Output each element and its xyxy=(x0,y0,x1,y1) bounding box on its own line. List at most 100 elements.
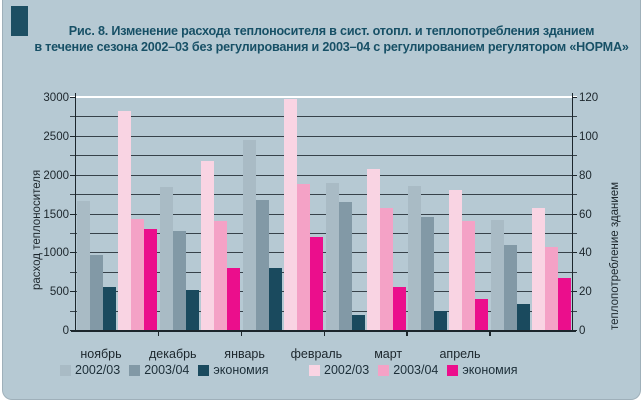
left-axis-tick-label: 500 xyxy=(49,286,69,299)
gridline xyxy=(70,174,577,176)
gridline xyxy=(70,310,577,312)
legend-swatch xyxy=(309,364,320,376)
left-axis-tick xyxy=(70,97,75,98)
left-axis-tick-label: 1500 xyxy=(43,208,69,221)
left-axis-tick xyxy=(70,213,75,215)
x-label-апрель: апрель xyxy=(439,347,481,361)
legend-label: 2002/03 xyxy=(75,363,121,377)
left-axis-title: расход теплоносителя xyxy=(31,169,43,290)
bar-2002/03-ноябрь xyxy=(77,201,90,330)
bar-2003/04-апрель xyxy=(545,246,559,330)
x-label-март: март xyxy=(374,347,403,361)
x-axis-tick xyxy=(406,330,408,336)
bar-2003/04-февраль xyxy=(379,207,393,330)
bar-2002/03-февраль xyxy=(325,183,339,330)
bar-2002/03-декабрь xyxy=(200,161,214,330)
bar-2003/04-январь xyxy=(255,199,269,330)
gridline xyxy=(70,291,577,293)
bar-2002/03-апрель xyxy=(532,207,546,330)
gridline xyxy=(70,271,577,273)
right-axis-line xyxy=(572,93,573,330)
legend-label: 2003/04 xyxy=(144,363,190,377)
figure-title-line1: Рис. 8. Изменение расхода теплоносителя … xyxy=(68,24,595,38)
bar-chart-plot: ноябрь декабрь январь февраль март апрель 0 500… xyxy=(3,0,643,404)
legend-swatch xyxy=(198,364,210,376)
bar-экономия-ноябрь xyxy=(103,286,116,330)
legend-left: 2002/03 2003/04 экономия xyxy=(60,363,269,377)
bar-экономия-февраль xyxy=(351,315,365,330)
x-axis-tick xyxy=(489,330,491,336)
left-axis-tick xyxy=(70,330,75,331)
gridline xyxy=(70,116,577,118)
bar-2002/03-апрель xyxy=(491,219,505,330)
right-axis-tick-label: 100 xyxy=(579,130,599,143)
left-axis-tick xyxy=(70,252,75,254)
bar-экономия-декабрь xyxy=(226,267,240,330)
right-axis-tick-label: 0 xyxy=(579,325,586,337)
figure-title: Рис. 8. Изменение расхода теплоносителя … xyxy=(33,24,630,55)
right-axis-tick xyxy=(572,330,577,331)
right-axis-tick xyxy=(572,213,577,215)
left-axis-tick-label: 1000 xyxy=(43,247,69,260)
bar-2002/03-январь xyxy=(283,98,297,330)
legend-label: экономия xyxy=(213,363,269,377)
legend-swatch xyxy=(447,364,459,376)
right-axis-tick-label: 120 xyxy=(579,92,599,104)
x-label-январь: январь xyxy=(224,347,265,361)
legend-item-2002/03: 2002/03 xyxy=(60,363,120,377)
bar-2002/03-декабрь xyxy=(159,187,173,330)
right-axis-tick xyxy=(572,252,577,254)
legend-item-2002/03: 2002/03 xyxy=(309,363,369,377)
bar-2002/03-февраль xyxy=(366,168,380,330)
bar-2003/04-январь xyxy=(296,184,310,330)
bar-экономия-апрель xyxy=(517,304,531,330)
bar-2003/04-ноябрь xyxy=(131,219,144,330)
bar-экономия-декабрь xyxy=(185,289,199,330)
left-axis-line xyxy=(75,93,76,330)
right-axis-tick xyxy=(572,291,577,293)
bar-экономия-январь xyxy=(268,267,282,330)
left-axis-tick-label: 3000 xyxy=(43,92,69,104)
left-axis-tick-label: 2500 xyxy=(43,130,69,143)
legend-right: 2002/03 2003/04 экономия xyxy=(309,363,518,377)
bar-экономия-март xyxy=(434,310,448,330)
bar-2003/04-декабрь xyxy=(213,221,227,330)
x-axis-tick xyxy=(323,330,325,336)
x-axis-tick xyxy=(240,330,243,336)
left-axis-tick-label: 2000 xyxy=(43,169,69,182)
left-axis-tick-label: 0 xyxy=(62,325,69,337)
left-axis-tick xyxy=(70,174,75,176)
bar-2003/04-декабрь xyxy=(172,231,186,330)
figure-title-line2: в течение сезона 2002–03 без регулирован… xyxy=(34,39,629,54)
bar-2003/04-март xyxy=(462,221,476,330)
gridline xyxy=(70,194,577,196)
legend-swatch xyxy=(129,364,141,376)
bar-2003/04-март xyxy=(421,217,435,330)
legend-item-2003/04: 2003/04 xyxy=(378,363,438,377)
bar-2002/03-январь xyxy=(242,140,256,330)
right-axis-tick xyxy=(572,97,577,98)
right-axis-tick-label: 80 xyxy=(579,169,592,182)
bar-экономия-март xyxy=(475,298,489,330)
bar-2003/04-апрель xyxy=(504,244,518,330)
right-axis-tick xyxy=(572,135,577,137)
bar-2002/03-март xyxy=(408,185,422,330)
legend-item-2003/04: 2003/04 xyxy=(129,363,189,377)
bar-экономия-апрель xyxy=(558,277,572,330)
bar-экономия-февраль xyxy=(392,287,406,330)
legend-swatch xyxy=(378,364,390,376)
gridline xyxy=(70,155,577,157)
right-axis-tick-label: 60 xyxy=(579,208,592,221)
gridline xyxy=(70,252,577,254)
bar-экономия-ноябрь xyxy=(144,229,157,330)
legend-label: 2003/04 xyxy=(393,363,439,377)
left-axis-tick xyxy=(70,291,75,293)
legend-label: 2002/03 xyxy=(324,363,370,377)
legend-item-экономия: экономия xyxy=(447,363,518,377)
bar-2003/04-ноябрь xyxy=(90,255,103,330)
bar-экономия-январь xyxy=(309,236,323,330)
gridline xyxy=(70,135,577,137)
accent-square xyxy=(11,6,28,36)
